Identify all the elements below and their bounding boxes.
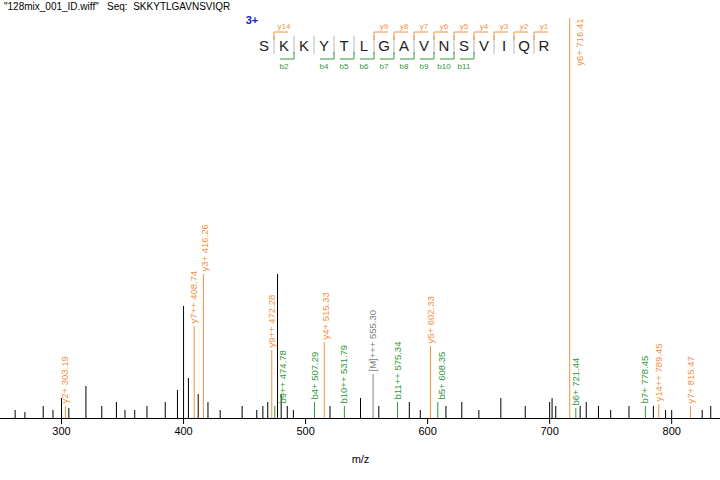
svg-text:Q: Q bbox=[518, 37, 530, 54]
svg-text:y7: y7 bbox=[420, 22, 429, 31]
svg-text:V: V bbox=[419, 37, 429, 54]
svg-text:b2: b2 bbox=[280, 62, 289, 71]
svg-text:y2+ 303.19: y2+ 303.19 bbox=[59, 356, 70, 403]
svg-text:b10: b10 bbox=[437, 62, 451, 71]
svg-text:b4: b4 bbox=[320, 62, 329, 71]
svg-text:y14++ 789.45: y14++ 789.45 bbox=[653, 343, 664, 401]
svg-text:y3+ 416.26: y3+ 416.26 bbox=[199, 224, 210, 271]
svg-text:500: 500 bbox=[296, 425, 314, 437]
svg-text:Y: Y bbox=[319, 37, 329, 54]
svg-text:I: I bbox=[502, 37, 506, 54]
svg-text:300: 300 bbox=[52, 425, 70, 437]
html-text:"128mix_001_ID.wiff" Seq: SKKY: "128mix_001_ID.wiff" Seq: SKKYTLGAVNSVIQ… bbox=[4, 1, 231, 12]
svg-text:K: K bbox=[299, 37, 309, 54]
svg-text:y2: y2 bbox=[520, 22, 529, 31]
svg-text:S: S bbox=[459, 37, 469, 54]
svg-text:b9++ 474.78: b9++ 474.78 bbox=[277, 350, 288, 403]
svg-text:y3: y3 bbox=[500, 22, 509, 31]
svg-text:y4: y4 bbox=[480, 22, 489, 31]
svg-text:400: 400 bbox=[174, 425, 192, 437]
svg-text:b10++ 531.79: b10++ 531.79 bbox=[338, 345, 349, 404]
svg-text:y9++ 472.28: y9++ 472.28 bbox=[266, 295, 277, 348]
svg-text:A: A bbox=[399, 37, 409, 54]
svg-text:K: K bbox=[279, 37, 289, 54]
svg-text:700: 700 bbox=[540, 425, 558, 437]
svg-text:y4+ 515.33: y4+ 515.33 bbox=[320, 292, 331, 339]
svg-text:G: G bbox=[378, 37, 390, 54]
svg-text:y9: y9 bbox=[380, 22, 389, 31]
svg-text:800: 800 bbox=[663, 425, 681, 437]
svg-text:b11++ 575.34: b11++ 575.34 bbox=[392, 342, 403, 400]
svg-text:b8: b8 bbox=[400, 62, 409, 71]
svg-text:3+: 3+ bbox=[246, 14, 259, 26]
svg-text:L: L bbox=[360, 37, 368, 54]
svg-text:y14: y14 bbox=[278, 22, 291, 31]
svg-text:S: S bbox=[259, 37, 269, 54]
svg-text:b11: b11 bbox=[458, 62, 471, 71]
svg-text:b6: b6 bbox=[360, 62, 369, 71]
svg-text:b9: b9 bbox=[420, 62, 429, 71]
svg-text:y5+ 602.33: y5+ 602.33 bbox=[425, 296, 436, 343]
svg-text:b7: b7 bbox=[380, 62, 389, 71]
svg-text:b5: b5 bbox=[340, 62, 349, 71]
svg-text:R: R bbox=[539, 37, 550, 54]
svg-text:[M]+++ 555.30: [M]+++ 555.30 bbox=[367, 310, 378, 372]
svg-text:600: 600 bbox=[418, 425, 436, 437]
svg-text:y7++ 408.74: y7++ 408.74 bbox=[188, 271, 199, 324]
svg-text:b6+ 721.44: b6+ 721.44 bbox=[570, 358, 581, 406]
svg-text:m/z: m/z bbox=[352, 453, 370, 465]
svg-text:b5+ 608.35: b5+ 608.35 bbox=[436, 352, 447, 400]
svg-text:T: T bbox=[339, 37, 348, 54]
svg-text:y5: y5 bbox=[460, 22, 469, 31]
svg-text:b7+ 778.45: b7+ 778.45 bbox=[639, 356, 650, 404]
svg-text:y1: y1 bbox=[540, 22, 549, 31]
svg-text:N: N bbox=[439, 37, 450, 54]
svg-text:y7+ 815.47: y7+ 815.47 bbox=[685, 356, 696, 403]
svg-text:y8: y8 bbox=[400, 22, 409, 31]
svg-text:y6: y6 bbox=[440, 22, 449, 31]
svg-text:y6+ 716.41: y6+ 716.41 bbox=[574, 19, 585, 66]
svg-text:b4+ 507.29: b4+ 507.29 bbox=[309, 352, 320, 400]
svg-text:V: V bbox=[479, 37, 489, 54]
